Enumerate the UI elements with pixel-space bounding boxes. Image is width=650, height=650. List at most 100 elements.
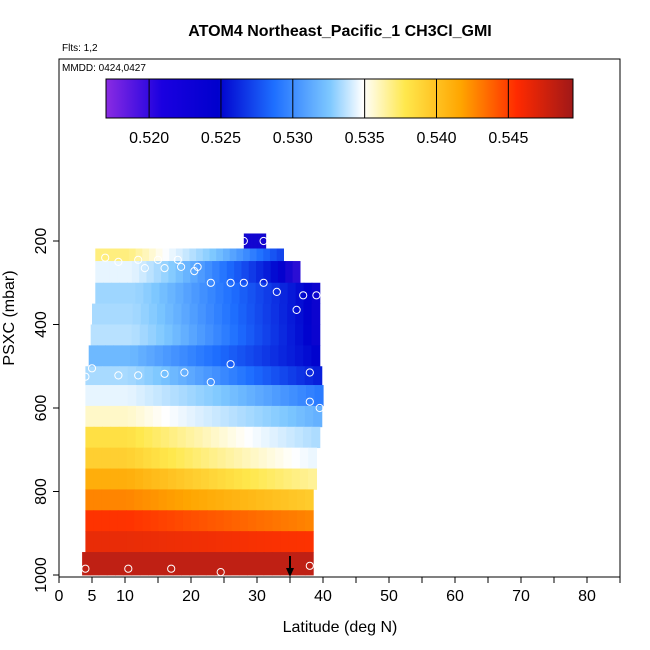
heatmap-cell	[134, 531, 143, 553]
heatmap-cell	[95, 248, 103, 262]
heatmap-cell	[101, 468, 111, 490]
heatmap-cell	[239, 489, 249, 511]
heatmap-cell	[123, 552, 133, 576]
heatmap-cell	[189, 248, 197, 262]
heatmap-cell	[90, 324, 100, 346]
heatmap-cell	[197, 261, 206, 284]
heatmap-cell	[124, 303, 134, 325]
heatmap-cell	[245, 405, 255, 428]
heatmap-cell	[306, 385, 316, 407]
heatmap-cell	[93, 366, 103, 386]
heatmap-cell	[117, 489, 127, 511]
heatmap-cell	[311, 282, 321, 305]
heatmap-cell	[246, 233, 248, 249]
heatmap-cell	[245, 233, 247, 249]
heatmap-cell	[244, 233, 246, 249]
heatmap-cell	[118, 468, 128, 490]
heatmap-cell	[102, 248, 110, 262]
sample-point	[206, 378, 215, 387]
heatmap-cell	[212, 345, 222, 367]
heatmap-cell	[192, 468, 202, 490]
sample-point	[180, 368, 189, 377]
heatmap-cell	[115, 552, 124, 576]
heatmap-cell	[296, 552, 306, 576]
heatmap-cell	[118, 426, 128, 449]
heatmap-cell	[168, 261, 177, 284]
heatmap-cell	[242, 447, 251, 469]
x-tick-label: 20	[182, 588, 200, 605]
heatmap-cell	[85, 468, 95, 490]
heatmap-cell	[119, 282, 128, 305]
sample-point	[299, 291, 308, 300]
heatmap-cell	[159, 282, 169, 305]
y-tick-label: 800	[33, 478, 50, 505]
heatmap-cell	[207, 510, 217, 532]
x-tick-label: 50	[380, 588, 398, 605]
y-tick-label: 600	[33, 395, 50, 422]
heatmap-cell	[296, 489, 306, 511]
heatmap-cell	[135, 248, 143, 262]
heatmap-cell	[174, 531, 184, 553]
heatmap-cell	[216, 248, 224, 262]
heatmap-cell	[299, 468, 309, 490]
heatmap-cell	[110, 468, 119, 490]
heatmap-cell	[287, 366, 297, 386]
heatmap-cell	[161, 385, 171, 407]
sample-point	[114, 371, 123, 380]
heatmap-cell	[199, 489, 208, 511]
heatmap-cell	[283, 447, 293, 469]
heatmap-cell	[223, 510, 233, 532]
heatmap-cell	[264, 510, 274, 532]
heatmap-cell	[247, 233, 250, 249]
heatmap-cell	[243, 233, 246, 249]
heatmap-cell	[110, 426, 120, 449]
heatmap-cell	[286, 324, 296, 346]
heatmap-cell	[186, 405, 196, 428]
heatmap-cell	[223, 282, 233, 305]
heatmap-cell	[172, 552, 182, 576]
heatmap-cell	[263, 385, 273, 407]
heatmap-cell	[271, 282, 281, 305]
sample-point	[305, 561, 314, 570]
heatmap-cell	[176, 447, 185, 469]
heatmap-cell	[207, 531, 217, 553]
heatmap-cell	[295, 303, 305, 325]
heatmap-cell	[221, 385, 231, 407]
heatmap-cell	[287, 303, 296, 325]
y-tick-label: 1000	[33, 557, 50, 593]
heatmap-cell	[142, 510, 152, 532]
heatmap-cell	[195, 366, 205, 386]
heatmap-cell	[109, 489, 119, 511]
heatmap-cell	[257, 233, 260, 249]
heatmap-cell	[238, 385, 248, 407]
heatmap-cell	[110, 405, 120, 428]
heatmap-cell	[126, 531, 135, 553]
heatmap-cell	[88, 345, 98, 367]
heatmap-cell	[237, 405, 247, 428]
heatmap-cell	[140, 303, 150, 325]
date-label: MMDD: 0424,0427	[62, 63, 146, 74]
heatmap-cell	[167, 282, 177, 305]
heatmap-cell	[149, 248, 157, 262]
heatmap-cell	[260, 233, 262, 249]
sample-point	[272, 287, 281, 296]
heatmap-cell	[250, 233, 252, 249]
heatmap-cell	[126, 468, 136, 490]
heatmap-cell	[166, 489, 176, 511]
heatmap-cell	[262, 366, 272, 386]
heatmap-cell	[280, 531, 290, 553]
sample-point	[114, 257, 123, 266]
heatmap-cell	[304, 510, 314, 532]
heatmap-cell	[263, 261, 272, 284]
heatmap-cell	[249, 233, 251, 249]
heatmap-cell	[127, 405, 137, 428]
heatmap-cell	[174, 489, 184, 511]
heatmap-cell	[289, 385, 299, 407]
heatmap-cell	[95, 261, 104, 284]
heatmap-cell	[288, 552, 298, 576]
heatmap-cell	[234, 261, 243, 284]
heatmap-cell	[260, 233, 263, 249]
heatmap-cell	[263, 282, 273, 305]
heatmap-cell	[85, 531, 95, 553]
heatmap-cell	[103, 282, 112, 305]
